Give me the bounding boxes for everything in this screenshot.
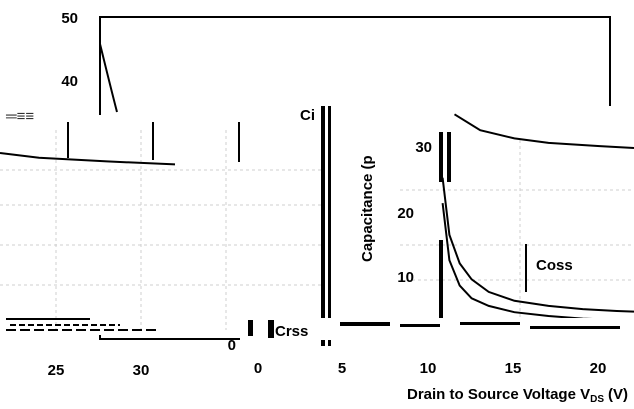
coss-label: Coss	[536, 257, 573, 274]
x-axis-title-unit: (V)	[608, 386, 628, 403]
inset-left-ciss-line	[0, 152, 176, 166]
separator-bar-2	[328, 106, 331, 346]
inset-right-y-axis-title: Capacitance (p	[359, 155, 376, 262]
inset-right-tick-30: 30	[415, 139, 432, 156]
y-tick-label-50: 50	[61, 10, 78, 27]
x-axis-title-main: Drain to Source Voltage V	[407, 386, 590, 403]
inset-right-ciss-line	[453, 113, 634, 149]
bottom-strip	[240, 318, 634, 340]
y-tick-label-40: 40	[61, 73, 78, 90]
main-decay-curve	[99, 43, 118, 113]
crss-strip-marks	[248, 320, 620, 338]
inset-right-coss-line	[441, 177, 634, 313]
x-tick-label-30: 30	[133, 362, 150, 379]
separator-bar-1	[321, 106, 325, 346]
x-tick-label-15: 15	[505, 360, 522, 377]
x-tick-label-0: 0	[254, 360, 262, 377]
inset-left-panel	[0, 115, 340, 335]
inset-right-panel	[340, 106, 634, 342]
ciss-partial-label: Ci	[300, 107, 315, 124]
x-tick-label-10: 10	[420, 360, 437, 377]
inset-right-tick-20: 20	[397, 205, 414, 222]
x-tick-label-25: 25	[48, 362, 65, 379]
y-tick-label-0: 0	[228, 337, 236, 354]
x-axis-title: Drain to Source Voltage VDS (V)	[407, 386, 628, 405]
inset-right-marker	[439, 132, 451, 320]
inset-right-tick-10: 10	[397, 269, 414, 286]
x-tick-label-20: 20	[590, 360, 607, 377]
x-axis-title-sub: DS	[590, 394, 604, 405]
bottom-left-dash-marks	[6, 318, 160, 331]
crss-label: Crss	[275, 323, 308, 340]
x-tick-label-5: 5	[338, 360, 346, 377]
inset-left-label-top: ═≡≡	[5, 108, 34, 125]
inset-left-ticks	[67, 122, 240, 162]
